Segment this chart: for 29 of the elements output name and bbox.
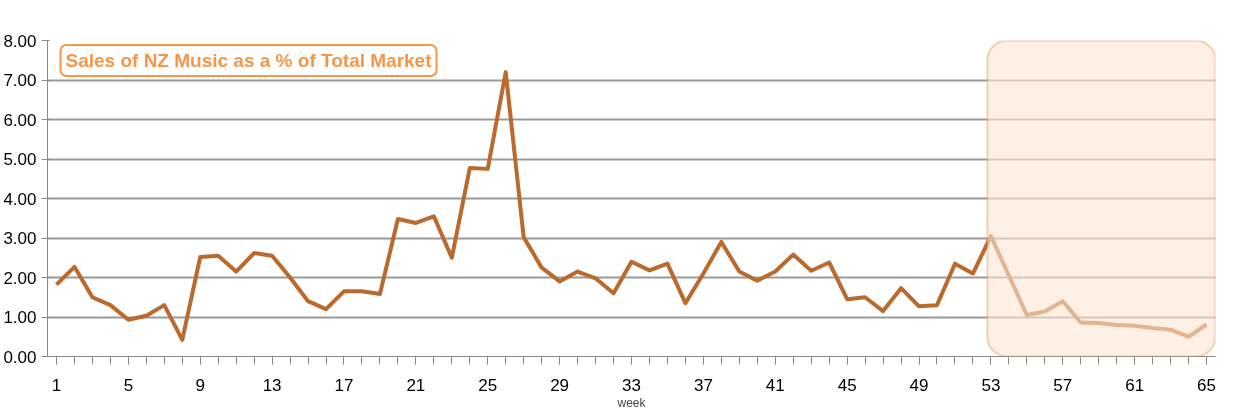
x-tick-label: 53 [981,375,1001,395]
x-tick-label: 9 [195,375,205,395]
y-tick-label: 3.00 [3,229,37,248]
y-tick-label: 6.00 [3,110,37,130]
y-tick-label: 8.00 [3,31,37,51]
x-axis-title: week [616,395,647,410]
x-tick-label: 49 [909,375,929,395]
x-tick-label: 45 [837,375,857,395]
y-tick-label: 0.00 [3,347,37,367]
x-tick-label: 5 [123,375,134,395]
y-tick-label: 4.00 [3,189,37,209]
x-tick-label: 33 [622,375,641,395]
y-tick-label: 5.00 [3,150,37,169]
line-series [54,70,1209,342]
x-tick-label: 57 [1053,375,1073,395]
x-tick-label: 25 [478,375,498,395]
x-tick-label: 37 [693,375,713,395]
y-tick-label: 7.00 [3,71,37,90]
x-tick-label: 1 [51,375,62,395]
y-tick-label: 2.00 [3,268,37,288]
x-tick-label: 13 [262,375,282,395]
x-tick-label: 17 [334,375,354,395]
x-tick-label: 61 [1125,375,1145,395]
x-tick-label: 21 [406,375,426,395]
x-tick-label: 41 [765,375,785,395]
text: Sales of NZ Music as a % of Total Market [65,50,433,71]
y-tick-label: 1.00 [3,308,37,327]
x-tick-label: 29 [550,375,570,395]
x-tick-label: 65 [1197,375,1216,395]
